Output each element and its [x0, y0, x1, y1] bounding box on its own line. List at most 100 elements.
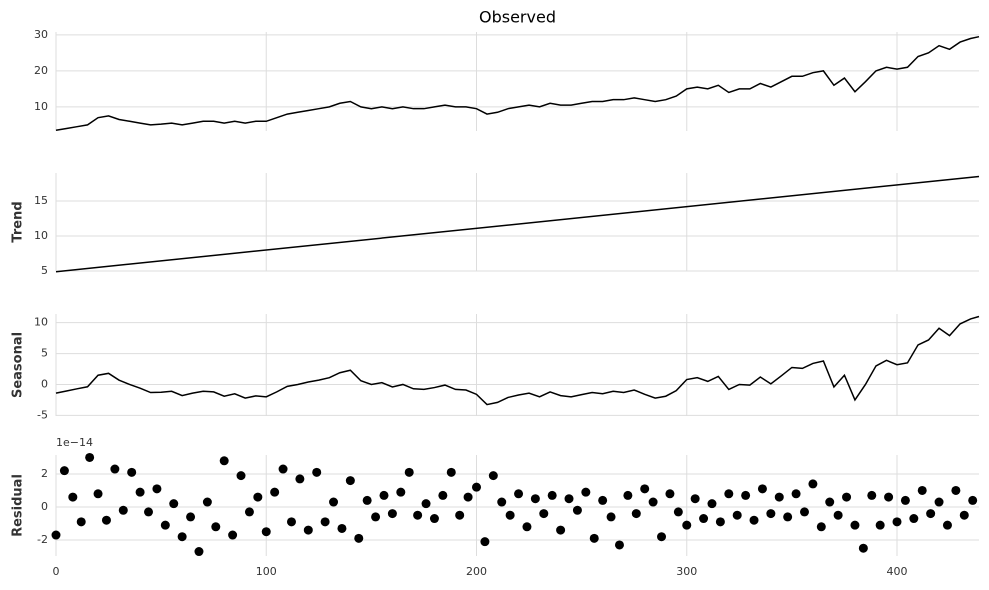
point: [59, 466, 69, 476]
point: [312, 467, 322, 477]
point: [202, 497, 212, 507]
point: [144, 507, 154, 517]
point: [968, 495, 978, 505]
point: [547, 490, 557, 500]
offset-label: 1e−14: [56, 436, 93, 449]
y-axis-label: Trend: [11, 201, 26, 242]
series-line: [55, 35, 980, 132]
point: [648, 497, 658, 507]
y-tick-label: 5: [41, 264, 48, 277]
point: [892, 517, 902, 527]
point: [867, 490, 877, 500]
point: [799, 507, 809, 517]
point: [665, 489, 675, 499]
point: [68, 492, 78, 502]
point: [766, 509, 776, 519]
y-tick-label: 10: [34, 100, 48, 113]
point: [211, 522, 221, 532]
point: [194, 547, 204, 557]
point: [640, 484, 650, 494]
point: [951, 485, 961, 495]
point: [690, 494, 700, 504]
point: [135, 487, 145, 497]
point: [934, 497, 944, 507]
point: [589, 533, 599, 543]
point: [446, 467, 456, 477]
point: [539, 509, 549, 519]
point: [387, 509, 397, 519]
series-line: [55, 315, 980, 406]
point: [581, 487, 591, 497]
point: [396, 487, 406, 497]
y-tick-label: 0: [41, 377, 48, 390]
point: [286, 517, 296, 527]
point: [631, 509, 641, 519]
point: [749, 515, 759, 525]
point: [732, 510, 742, 520]
point: [51, 530, 61, 540]
point: [530, 494, 540, 504]
point: [354, 533, 364, 543]
point: [572, 505, 582, 515]
point: [295, 474, 305, 484]
point: [816, 522, 826, 532]
point: [488, 471, 498, 481]
x-tick-label: 0: [53, 565, 60, 578]
point: [160, 520, 170, 530]
point: [169, 499, 179, 509]
point: [463, 492, 473, 502]
point: [379, 490, 389, 500]
y-tick-label: 20: [34, 64, 48, 77]
point: [228, 530, 238, 540]
point: [917, 485, 927, 495]
point: [244, 507, 254, 517]
x-tick-label: 300: [676, 565, 697, 578]
point: [337, 523, 347, 533]
point: [707, 499, 717, 509]
y-tick-label: 30: [34, 28, 48, 41]
point: [757, 484, 767, 494]
point: [93, 489, 103, 499]
point: [303, 525, 313, 535]
point: [614, 540, 624, 550]
y-tick-label: 15: [34, 194, 48, 207]
y-tick-label: 10: [34, 316, 48, 329]
point: [699, 514, 709, 524]
point: [673, 507, 683, 517]
point: [76, 517, 86, 527]
point: [833, 510, 843, 520]
point: [429, 514, 439, 524]
point: [909, 514, 919, 524]
point: [942, 520, 952, 530]
point: [657, 532, 667, 542]
y-tick-label: 0: [41, 500, 48, 513]
y-tick-label: 2: [41, 467, 48, 480]
point: [522, 522, 532, 532]
point: [850, 520, 860, 530]
y-tick-label: 10: [34, 229, 48, 242]
point: [825, 497, 835, 507]
point: [320, 517, 330, 527]
x-tick-label: 400: [887, 565, 908, 578]
point: [236, 471, 246, 481]
point: [472, 482, 482, 492]
point: [438, 490, 448, 500]
x-tick-label: 200: [466, 565, 487, 578]
point: [127, 467, 137, 477]
point: [598, 495, 608, 505]
series-line: [55, 175, 980, 273]
point: [808, 479, 818, 489]
point: [261, 527, 271, 537]
point: [152, 484, 162, 494]
y-tick-label: -5: [37, 408, 48, 421]
point: [791, 489, 801, 499]
point: [85, 452, 95, 462]
point: [724, 489, 734, 499]
point: [623, 490, 633, 500]
point: [177, 532, 187, 542]
point: [329, 497, 339, 507]
point: [926, 509, 936, 519]
y-tick-label: 5: [41, 347, 48, 360]
